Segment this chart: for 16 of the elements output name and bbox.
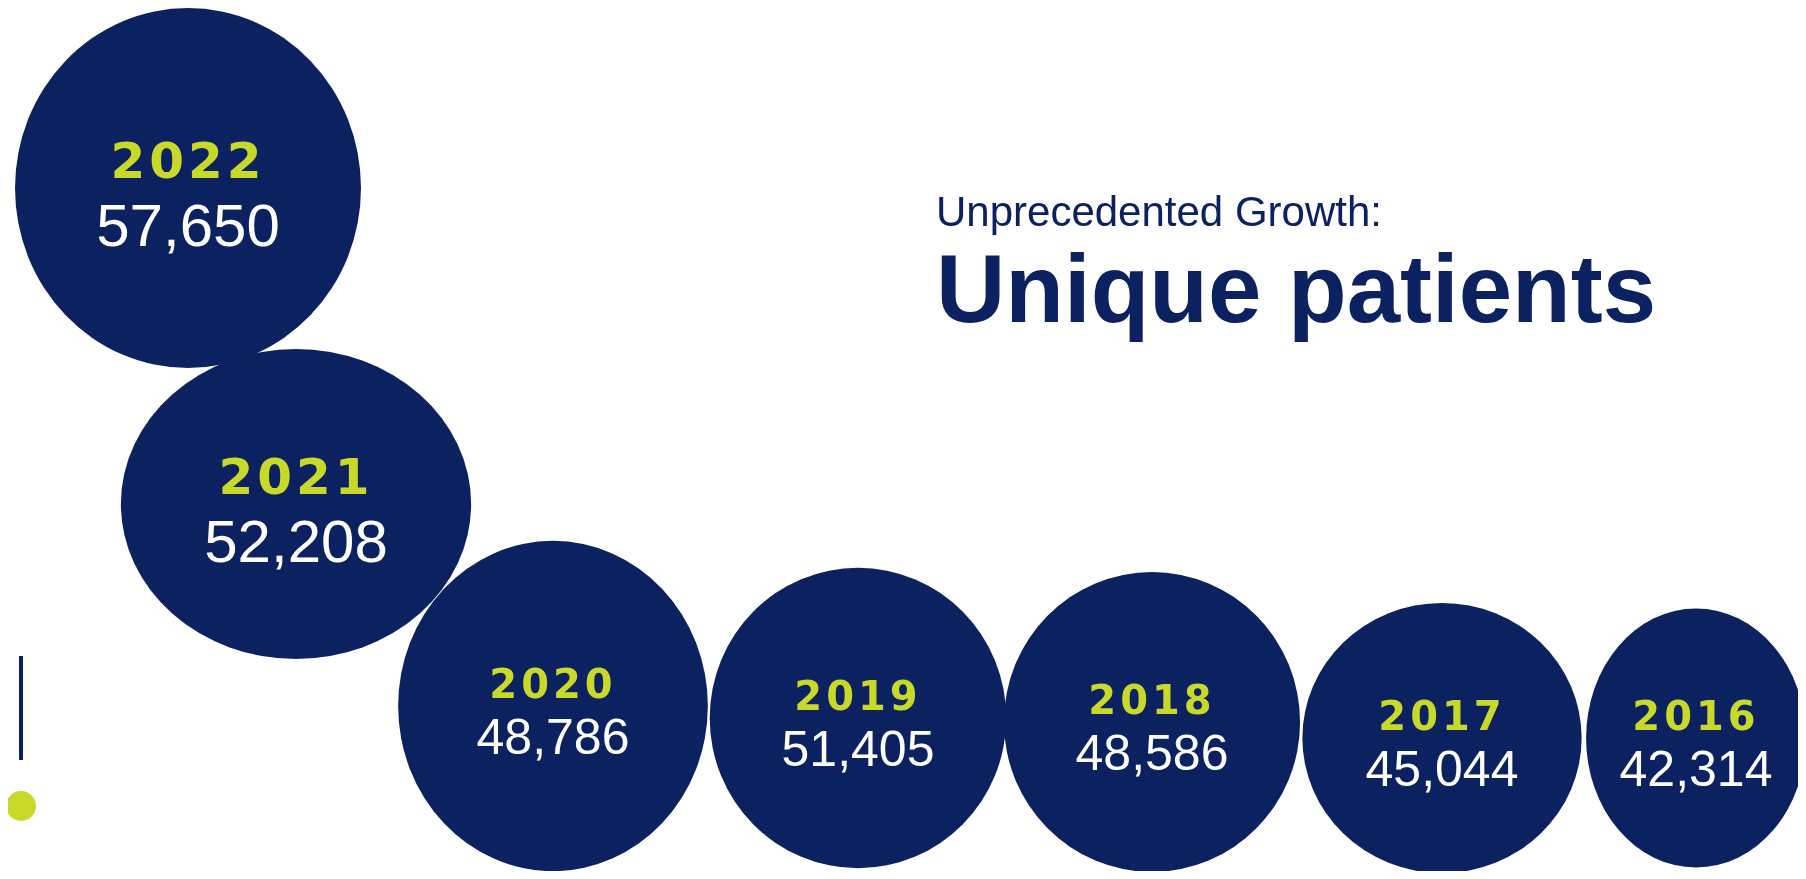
data-label: 57,650 — [96, 192, 280, 259]
category-label: 2017 — [1378, 693, 1506, 739]
data-label: 52,208 — [204, 508, 388, 575]
text: Unprecedented Growth: — [936, 188, 1383, 236]
data-label: 42,314 — [1619, 741, 1773, 797]
category-label: 2022 — [110, 132, 266, 190]
data-label: 45,044 — [1365, 741, 1519, 797]
text: Unique patients — [936, 235, 1657, 342]
category-label: 2020 — [489, 661, 617, 707]
data-label: 48,586 — [1075, 725, 1229, 781]
category-label: 2016 — [1632, 693, 1760, 739]
data-label: 48,786 — [476, 709, 630, 765]
category-label: 2018 — [1088, 677, 1216, 723]
category-label: 2019 — [794, 673, 922, 719]
data-label: 51,405 — [781, 721, 935, 777]
category-label: 2021 — [218, 448, 374, 506]
